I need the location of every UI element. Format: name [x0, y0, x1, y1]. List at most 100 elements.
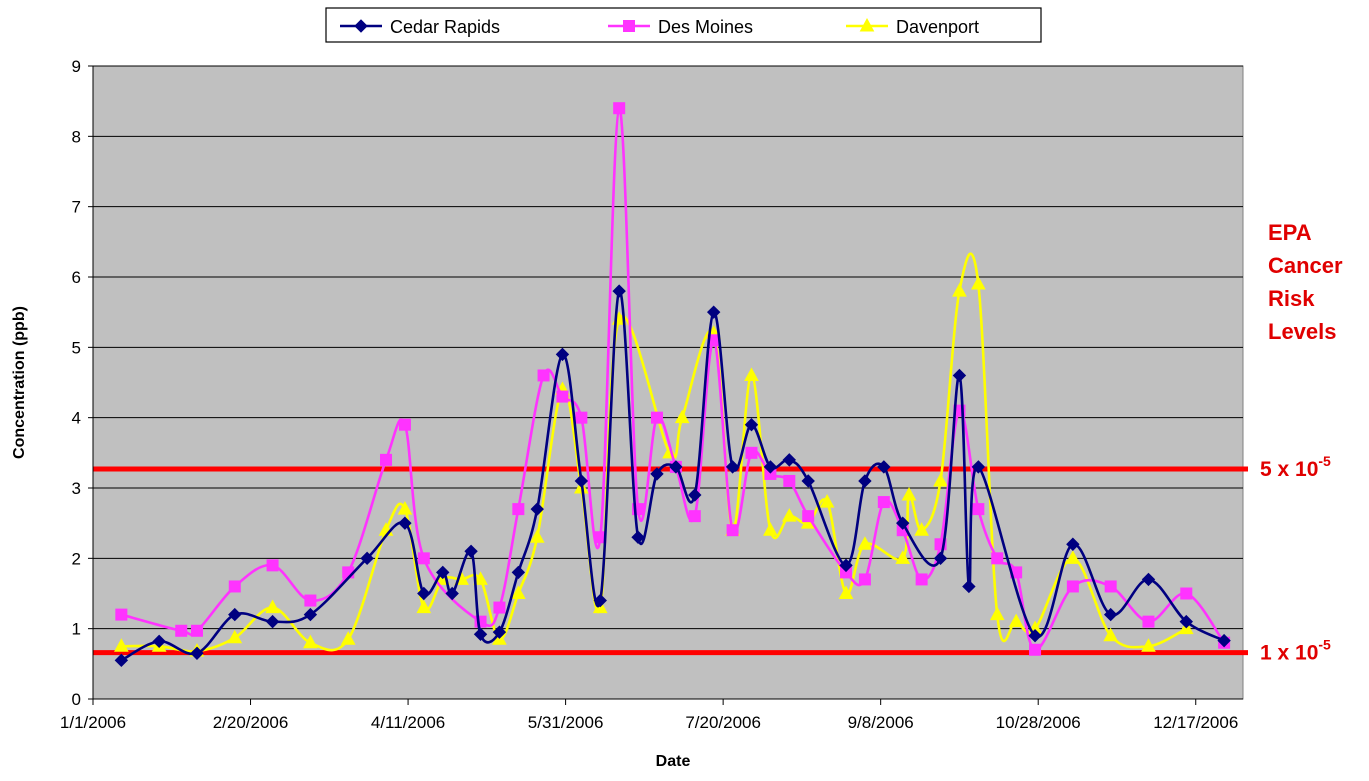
- data-point-des-moines: [688, 510, 701, 523]
- data-point-des-moines: [650, 411, 663, 424]
- data-point-cedar-rapids: [952, 368, 967, 383]
- data-point-davenport: [895, 550, 911, 564]
- data-point-cedar-rapids: [962, 579, 976, 594]
- data-point-des-moines: [1180, 587, 1193, 600]
- data-point-davenport: [473, 571, 488, 585]
- data-point-des-moines: [632, 503, 645, 516]
- x-axis-title: Date: [656, 753, 691, 770]
- risk-line-label: 5 x 10-5: [1260, 453, 1331, 481]
- data-point-des-moines: [398, 418, 411, 431]
- data-point-davenport: [674, 409, 690, 424]
- legend-marker-davenport: [859, 17, 875, 32]
- axes: 0 1 2 3 4 5 6 7 8 9 1/1/2006 2/20/2006 4/11/2006 5/31…: [11, 57, 1243, 770]
- legend-label: Davenport: [896, 17, 979, 37]
- plot-background: [92, 65, 1244, 700]
- data-point-cedar-rapids: [228, 607, 242, 622]
- data-point-davenport: [265, 599, 280, 614]
- data-point-davenport: [114, 638, 129, 652]
- y-tick-label: 8: [72, 127, 81, 146]
- y-tick-label: 3: [72, 479, 81, 498]
- plot-area: [92, 65, 1244, 700]
- data-point-cedar-rapids: [669, 460, 683, 474]
- data-point-des-moines: [266, 559, 279, 572]
- risk-annotation: EPA Cancer Risk Levels: [1268, 220, 1343, 344]
- data-point-cedar-rapids: [1066, 537, 1080, 551]
- data-point-cedar-rapids: [688, 488, 702, 502]
- data-point-davenport: [901, 486, 917, 501]
- data-point-davenport: [781, 508, 797, 522]
- data-point-des-moines: [304, 594, 317, 607]
- y-tick-label: 6: [72, 268, 81, 287]
- data-point-cedar-rapids: [650, 467, 664, 481]
- data-point-cedar-rapids: [473, 627, 488, 642]
- annotation-line: Risk: [1268, 286, 1315, 311]
- data-point-des-moines: [493, 601, 506, 614]
- data-point-cedar-rapids: [612, 284, 626, 298]
- data-point-des-moines: [417, 552, 430, 565]
- annotation-line: Levels: [1268, 319, 1337, 344]
- data-point-cedar-rapids: [706, 305, 721, 319]
- x-tick-label: 1/1/2006: [60, 713, 126, 732]
- data-point-cedar-rapids: [725, 460, 740, 474]
- legend-label: Des Moines: [658, 17, 753, 37]
- data-point-davenport: [340, 631, 356, 645]
- series-cedar-rapids: [114, 284, 1231, 668]
- data-point-des-moines: [858, 573, 871, 586]
- y-tick-label: 9: [72, 57, 81, 76]
- data-point-davenport: [1103, 627, 1119, 642]
- data-point-cedar-rapids: [114, 653, 129, 668]
- data-point-cedar-rapids: [436, 565, 450, 580]
- data-point-cedar-rapids: [877, 460, 891, 474]
- data-point-des-moines: [115, 608, 128, 621]
- data-point-cedar-rapids: [801, 474, 815, 488]
- data-point-des-moines: [915, 573, 928, 586]
- x-tick-label: 7/20/2006: [685, 713, 761, 732]
- x-tick-label: 10/28/2006: [996, 713, 1081, 732]
- annotation-line: Cancer: [1268, 253, 1343, 278]
- data-point-davenport: [857, 536, 873, 550]
- data-point-des-moines: [972, 503, 985, 516]
- data-point-des-moines: [1104, 580, 1117, 593]
- data-point-des-moines: [783, 474, 796, 487]
- legend: Cedar Rapids Des Moines Davenport: [325, 7, 1042, 43]
- data-point-cedar-rapids: [1103, 607, 1118, 622]
- data-point-davenport: [933, 472, 948, 487]
- data-point-davenport: [744, 367, 759, 381]
- data-point-cedar-rapids: [445, 586, 459, 601]
- x-tick-label: 9/8/2006: [848, 713, 914, 732]
- data-point-davenport: [819, 494, 835, 508]
- x-tick-label: 2/20/2006: [213, 713, 289, 732]
- data-point-des-moines: [175, 624, 188, 637]
- data-point-des-moines: [228, 580, 241, 593]
- data-point-des-moines: [474, 615, 487, 628]
- data-point-davenport: [416, 599, 432, 614]
- data-point-cedar-rapids: [593, 593, 607, 608]
- data-point-cedar-rapids: [398, 516, 412, 530]
- x-tick-label: 4/11/2006: [371, 713, 445, 732]
- data-point-des-moines: [512, 503, 525, 516]
- legend-label: Cedar Rapids: [390, 17, 500, 37]
- data-point-des-moines: [745, 446, 758, 459]
- risk-line-label: 1 x 10-5: [1260, 637, 1331, 665]
- data-point-cedar-rapids: [492, 625, 507, 639]
- data-point-davenport: [763, 522, 778, 536]
- data-point-cedar-rapids: [511, 565, 526, 580]
- x-tick-label: 5/31/2006: [528, 713, 604, 732]
- y-tick-label: 4: [72, 409, 81, 428]
- data-point-davenport: [1141, 638, 1156, 652]
- data-point-davenport: [227, 629, 243, 644]
- data-point-cedar-rapids: [1141, 572, 1156, 587]
- data-point-des-moines: [1029, 643, 1042, 656]
- data-point-des-moines: [537, 369, 550, 382]
- data-point-cedar-rapids: [971, 460, 986, 474]
- x-tick-label: 12/17/2006: [1153, 713, 1238, 732]
- data-point-cedar-rapids: [303, 607, 318, 622]
- legend-box: [325, 7, 1042, 43]
- data-point-davenport: [529, 529, 545, 543]
- data-point-cedar-rapids: [464, 544, 478, 559]
- data-point-cedar-rapids: [1179, 614, 1193, 629]
- data-point-des-moines: [726, 524, 739, 537]
- data-point-davenport: [1065, 550, 1081, 564]
- legend-marker-des-moines: [623, 20, 635, 32]
